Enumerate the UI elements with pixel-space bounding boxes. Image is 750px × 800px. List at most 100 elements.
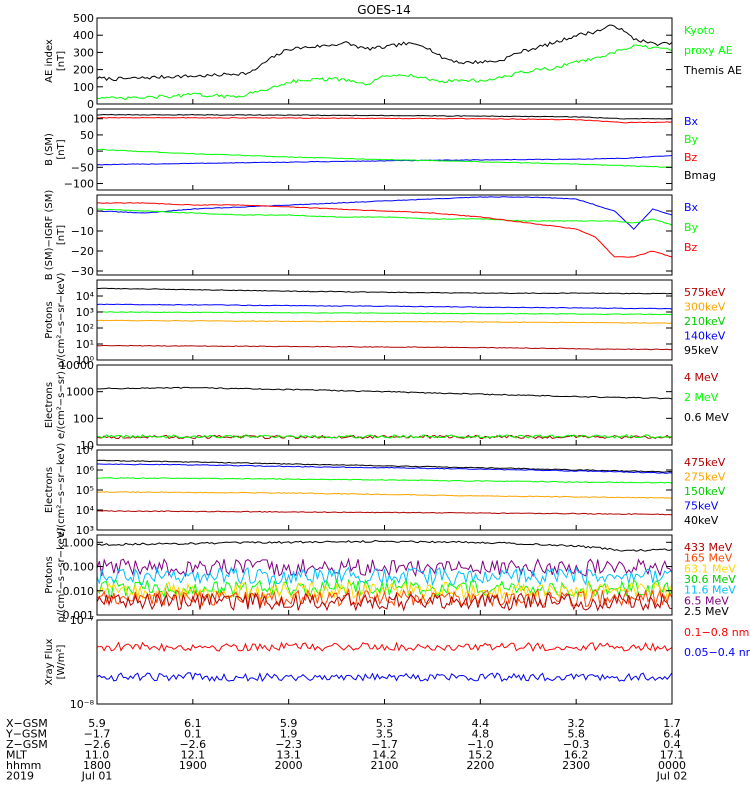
x-tick-label: −0.3 [563,738,590,751]
y-tick-label: 300 [73,46,94,59]
y-tick-label: 10⁴ [76,290,95,303]
y-tick-label: 10⁴ [76,504,95,517]
y-axis-label: [W/m²] [56,644,67,679]
y-tick-label: 10⁻⁸ [70,698,95,711]
y-tick-label: 200 [73,64,94,77]
panel-electrons_mev-series [97,386,672,440]
series-xray-0-1-0-8-nm [97,641,672,653]
series-electrons_mev-2-mev [97,434,672,439]
y-tick-label: 50 [80,129,94,142]
x-tick-label: 6.1 [184,717,202,730]
panel-protons_low: 10⁰ 10¹ 10² 10³ 10⁴ Protons p/(cm²−s−sr−keV) 57… [44,272,726,367]
y-tick-label: 0 [87,98,94,111]
x-tick-label: 1.9 [280,728,298,741]
legend-entry: 300keV [684,301,726,314]
y-tick-label: −100 [64,178,94,191]
series-bsm-bmag [97,113,672,120]
y-axis-label: Protons [44,556,55,593]
series-electrons_kev-275kev [97,491,672,499]
x-tick-label: 4.4 [472,717,490,730]
x-row-label: MLT [6,749,27,762]
x-tick-label: −1.7 [371,738,398,751]
legend-entry: Bx [684,201,699,214]
x-tick-label: 17.1 [660,749,685,762]
y-axis-label: e/(cm²−s−sr−keV) [56,443,67,538]
y-tick-label: 10⁻⁷ [70,614,94,627]
panel-xray-frame [96,619,673,705]
x-axis-table: X−GSMY−GSMZ−GSMMLThhmm20195.9−1.7−2.611.… [5,99,687,783]
legend-entry: Bz [684,151,698,164]
x-tick-label: 14.2 [372,749,397,762]
legend-entry: 475keV [684,456,726,469]
y-tick-label: −20 [71,245,94,258]
y-tick-label: 100 [73,81,94,94]
x-tick-label: Jul 02 [656,770,688,783]
panel-electrons_mev-frame [96,364,673,446]
y-axis-label: B (SM) [44,133,55,166]
y-axis-label: [nT] [56,139,67,159]
series-protons_low-575kev [97,287,672,295]
panel-electrons_mev: 10 100 1000 10000 Electrons e/(cm²−s−sr) 4 MeV… [44,359,729,452]
x-tick-label: 3.5 [376,728,394,741]
y-tick-label: 0.001 [63,609,95,622]
panel-bigrf-frame [96,194,673,276]
y-tick-label: 0 [87,205,94,218]
y-tick-label: 10³ [76,524,94,537]
x-row-label: hhmm [6,759,41,772]
series-ae-kyoto-proxy-ae [97,44,672,101]
series-electrons_kev-150kev [97,477,672,484]
legend-entry: 575keV [684,286,726,299]
y-tick-label: −10 [71,225,94,238]
x-tick-label: 1900 [179,759,207,772]
y-tick-label: 10 [80,439,94,452]
series-bsm-by [97,148,672,168]
y-axis-label: p/(cm²−s−sr−keV) [56,527,67,622]
x-tick-label: 4.8 [472,728,490,741]
x-tick-label: −2.3 [275,738,302,751]
x-tick-label: 15.2 [468,749,493,762]
y-axis-label: p/(cm²−s−sr−keV) [56,272,67,367]
series-protons_low-95kev [97,344,672,351]
panel-bsm: −100 −50 0 50 100 B (SM) [nT] Bx By Bz Bmag [44,108,716,191]
y-axis-label: AE index [44,39,55,83]
y-tick-label: 400 [73,29,94,42]
x-tick-label: 2000 [275,759,303,772]
x-tick-label: 11.0 [85,749,110,762]
panel-bigrf-legend: Bx By Bz [684,201,699,254]
x-tick-label: −1.0 [467,738,494,751]
y-tick-label: −50 [71,161,94,174]
panel-bigrf-series [97,196,672,258]
legend-entry: Themis AE [683,64,742,77]
y-tick-label: 10² [76,322,94,335]
x-tick-label: 5.3 [376,717,394,730]
series-electrons_kev-75kev [97,463,672,474]
y-tick-label: 0.010 [63,585,95,598]
legend-entry: 140keV [684,330,726,343]
panel-xray: 10⁻⁸ 10⁻⁷ Xray Flux [W/m²] 0.1−0.8 nm 0.05−0.… [44,614,750,711]
y-tick-label: 100 [73,412,94,425]
y-tick-label: 0 [87,145,94,158]
panel-xray-series [97,641,672,682]
legend-entry: 433 MeV [684,541,733,554]
x-tick-label: 2300 [562,759,590,772]
panel-bigrf: −30 −20 −10 0 B (SM)−IGRF (SM) [nT] Bx By Bz [44,190,699,281]
panel-protons_mev: 0.001 0.010 0.100 1.000 Protons p/(cm²−s−sr−k… [44,527,736,622]
x-tick-label: 2100 [371,759,399,772]
legend-entry: 275keV [684,471,726,484]
x-tick-label: 16.2 [564,749,589,762]
x-tick-label: 13.1 [276,749,301,762]
legend-entry: Kyoto [684,24,715,37]
legend-entry: 95keV [684,344,719,357]
series-protons_mev-63-1-mev [97,581,672,602]
series-xray-0-05-0-4-nm [97,672,672,682]
y-tick-label: 10¹ [76,338,94,351]
legend-entry: Bmag [684,169,716,182]
panel-bsm-series [97,113,672,168]
x-tick-label: −2.6 [84,738,111,751]
panel-bsm-legend: Bx By Bz Bmag [684,115,716,182]
